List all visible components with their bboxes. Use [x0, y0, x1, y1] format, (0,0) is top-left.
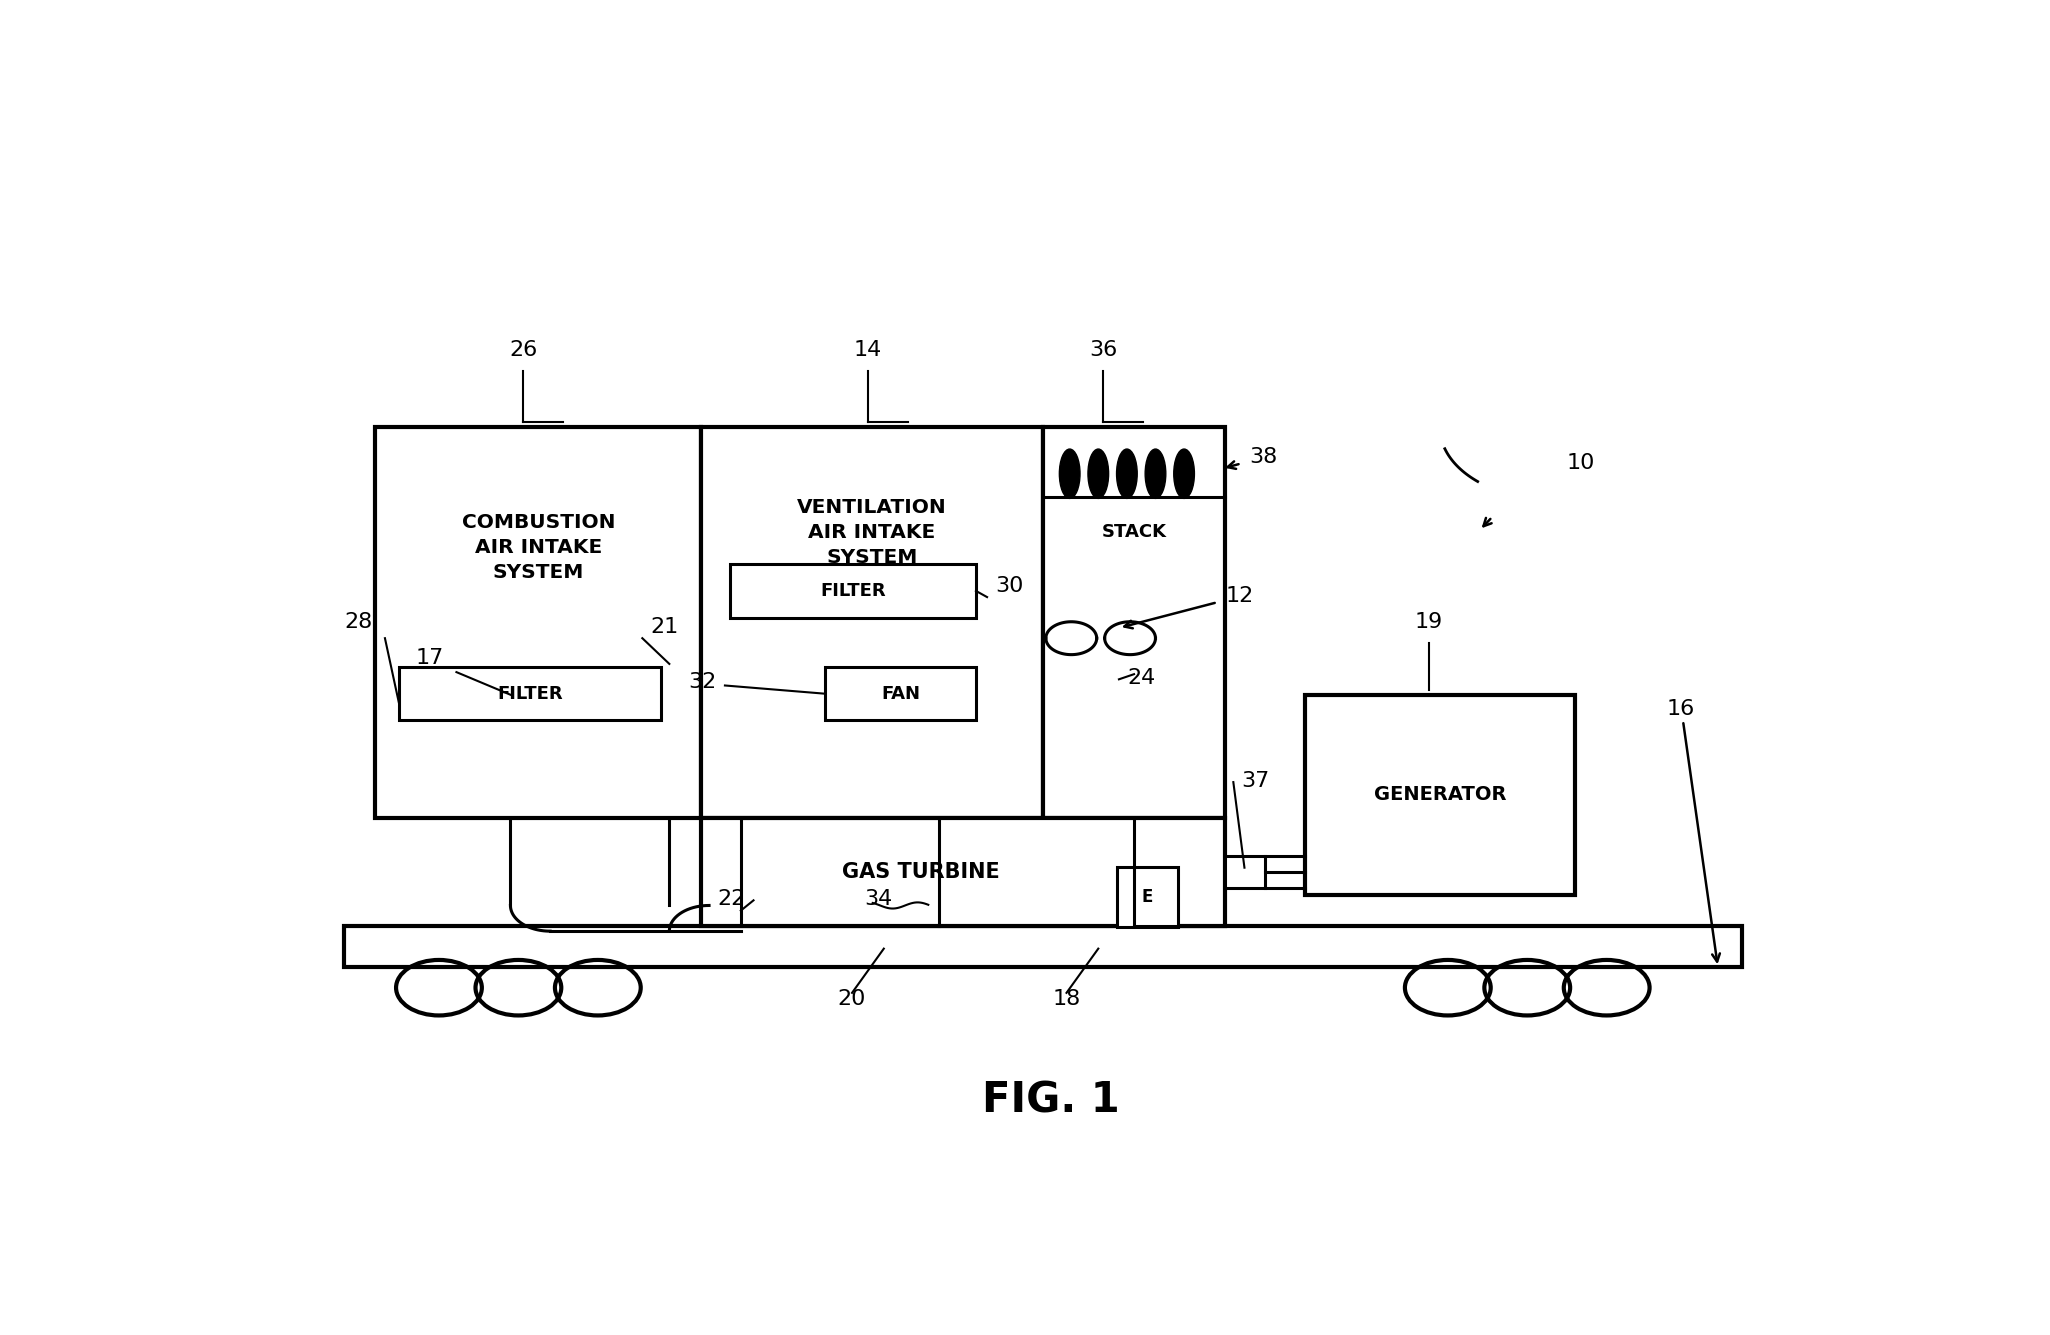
Text: 32: 32 [689, 672, 718, 692]
Text: E: E [1142, 888, 1154, 906]
Text: VENTILATION
AIR INTAKE
SYSTEM: VENTILATION AIR INTAKE SYSTEM [797, 498, 947, 567]
Text: FAN: FAN [882, 685, 920, 702]
Text: 24: 24 [1128, 669, 1154, 689]
Text: 37: 37 [1242, 772, 1269, 792]
Bar [1117, 868, 1177, 926]
Bar [1306, 694, 1574, 896]
Text: 12: 12 [1226, 586, 1255, 606]
Ellipse shape [1060, 449, 1080, 498]
Text: COMBUSTION
AIR INTAKE
SYSTEM: COMBUSTION AIR INTAKE SYSTEM [461, 514, 615, 582]
Bar [1226, 856, 1265, 888]
Bar [1043, 427, 1226, 818]
Bar [400, 668, 662, 721]
Text: 20: 20 [838, 989, 867, 1009]
Ellipse shape [1175, 449, 1195, 498]
Text: 36: 36 [1089, 339, 1117, 359]
Bar [344, 926, 1742, 967]
Text: 38: 38 [1248, 447, 1277, 467]
Text: 34: 34 [865, 889, 894, 909]
Text: 26: 26 [508, 339, 537, 359]
Text: 21: 21 [650, 617, 679, 637]
Text: FIG. 1: FIG. 1 [982, 1080, 1119, 1121]
Bar [701, 427, 1043, 818]
Text: 18: 18 [1052, 989, 1080, 1009]
Text: GAS TURBINE: GAS TURBINE [843, 862, 1000, 882]
Text: 28: 28 [344, 611, 373, 631]
Text: 16: 16 [1667, 700, 1695, 720]
Text: 17: 17 [416, 647, 443, 668]
Bar [730, 565, 976, 618]
Text: 30: 30 [994, 575, 1023, 595]
Bar [701, 818, 1226, 926]
Text: 22: 22 [718, 889, 746, 909]
Ellipse shape [1089, 449, 1109, 498]
Text: GENERATOR: GENERATOR [1374, 785, 1507, 805]
Text: FILTER: FILTER [498, 685, 564, 702]
Ellipse shape [1146, 449, 1166, 498]
Bar [375, 427, 701, 818]
Text: 14: 14 [853, 339, 882, 359]
Text: FILTER: FILTER [820, 582, 886, 599]
Text: 10: 10 [1566, 453, 1595, 473]
Text: STACK: STACK [1101, 523, 1166, 541]
Text: 19: 19 [1414, 611, 1443, 631]
Ellipse shape [1117, 449, 1138, 498]
Bar [824, 668, 976, 721]
